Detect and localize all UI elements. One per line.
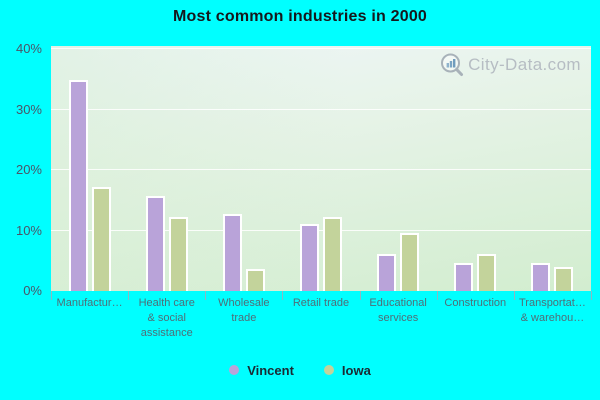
x-tick-mark-5 — [436, 291, 438, 300]
gridline-20 — [51, 169, 591, 170]
y-tick-label-0: 0% — [23, 283, 42, 298]
y-tick-label-20: 20% — [15, 162, 42, 177]
city-data-logo-icon — [439, 52, 465, 78]
x-tick-mark-6 — [513, 291, 515, 300]
bar-vincent-0 — [68, 80, 88, 291]
x-tick-mark-4 — [359, 291, 361, 300]
x-tick-mark-7 — [591, 291, 592, 300]
bar-iowa-5 — [477, 253, 497, 291]
bar-vincent-1 — [145, 196, 165, 291]
x-category-label-1: Health care & social assistance — [138, 297, 195, 339]
bar-iowa-2 — [245, 269, 265, 291]
watermark-text: City-Data.com — [468, 55, 581, 74]
legend-label-iowa: Iowa — [341, 362, 371, 378]
legend-swatch-vincent — [229, 365, 240, 375]
bar-iowa-1 — [168, 217, 188, 291]
bar-iowa-6 — [554, 266, 574, 291]
chart-title: Most common industries in 2000 — [172, 8, 428, 25]
watermark: City-Data.com — [439, 52, 581, 78]
legend-item-iowa: Iowa — [323, 362, 371, 378]
x-category-label-2: Wholesale trade — [218, 297, 270, 324]
legend-swatch-iowa — [323, 365, 334, 375]
x-category-label-6: Transportat… & warehou… — [518, 297, 586, 324]
bar-vincent-5 — [454, 262, 474, 291]
legend: Vincent Iowa — [0, 362, 600, 378]
y-tick-label-30: 30% — [15, 101, 42, 117]
plot-area: City-Data.com — [51, 46, 591, 291]
bar-iowa-4 — [400, 232, 420, 291]
legend-label-vincent: Vincent — [247, 362, 294, 378]
x-category-label-5: Construction — [444, 297, 507, 309]
x-tick-mark-2 — [205, 291, 207, 300]
y-tick-label-10: 10% — [15, 222, 42, 238]
bar-vincent-2 — [222, 214, 242, 291]
x-tick-mark-0 — [51, 291, 52, 300]
gridline-30 — [51, 108, 591, 110]
bar-vincent-6 — [531, 262, 551, 291]
legend-item-vincent: Vincent — [229, 363, 294, 378]
bar-vincent-3 — [300, 223, 319, 291]
y-tick-label-40: 40% — [15, 41, 42, 56]
x-category-label-0: Manufactur… — [56, 297, 123, 309]
bar-iowa-3 — [323, 217, 342, 291]
x-category-label-4: Educational services — [369, 297, 427, 324]
bar-vincent-4 — [377, 253, 397, 291]
x-tick-mark-1 — [128, 291, 130, 300]
bar-iowa-0 — [91, 186, 111, 291]
gridline-40 — [51, 48, 591, 49]
x-tick-mark-3 — [282, 291, 284, 300]
gridline-10 — [51, 229, 591, 231]
x-category-label-3: Retail trade — [292, 297, 350, 309]
